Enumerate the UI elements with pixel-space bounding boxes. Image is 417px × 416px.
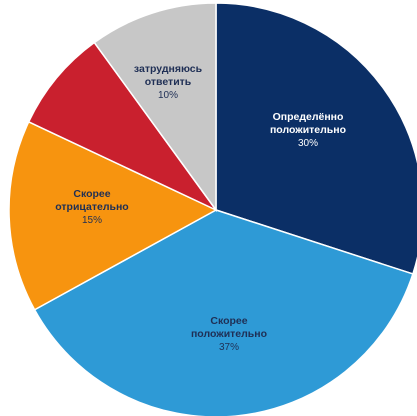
slice-label-4-line-1: ответить [145,76,192,88]
pie-slices [8,2,417,416]
slice-label-2-line-1: отрицательно [55,201,128,213]
pie-slice-0 [215,2,417,275]
pie-labels: Определённоположительно30%Скорееположите… [55,63,346,353]
slice-label-4-line-0: затрудняюсь [134,63,203,75]
pie-slice-1 [33,209,414,416]
slice-label-2-line-0: Скорее [73,188,110,200]
pie-slice-3 [27,41,217,211]
slice-value-1: 37% [219,342,239,353]
slice-label-0-line-0: Определённо [273,111,344,123]
pie-slice-2 [8,120,218,311]
slice-label-0-line-1: положительно [270,124,346,136]
slice-value-0: 30% [298,138,318,149]
slice-value-4: 10% [158,90,178,101]
slice-label-1-line-1: положительно [191,328,267,340]
slice-value-2: 15% [82,215,102,226]
pie-slice-4 [93,2,217,213]
slice-label-1-line-0: Скорее [210,315,247,327]
